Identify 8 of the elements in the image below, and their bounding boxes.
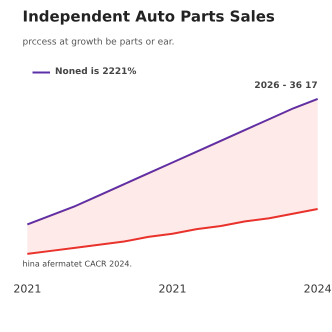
chart-title: Independent Auto Parts Sales (22, 8, 275, 26)
x-tick-label: 2021 (13, 282, 42, 296)
x-tick-label: 2024 (304, 282, 332, 296)
text: hina afermatet CACR 2024. (22, 260, 132, 268)
chart-subtitle: prccess at growth be parts or ear. (22, 38, 174, 48)
text: 2026 - 36 17 (254, 80, 318, 91)
legend-label: Noned is 2221% (55, 67, 136, 77)
x-tick-label: 2021 (158, 282, 187, 296)
